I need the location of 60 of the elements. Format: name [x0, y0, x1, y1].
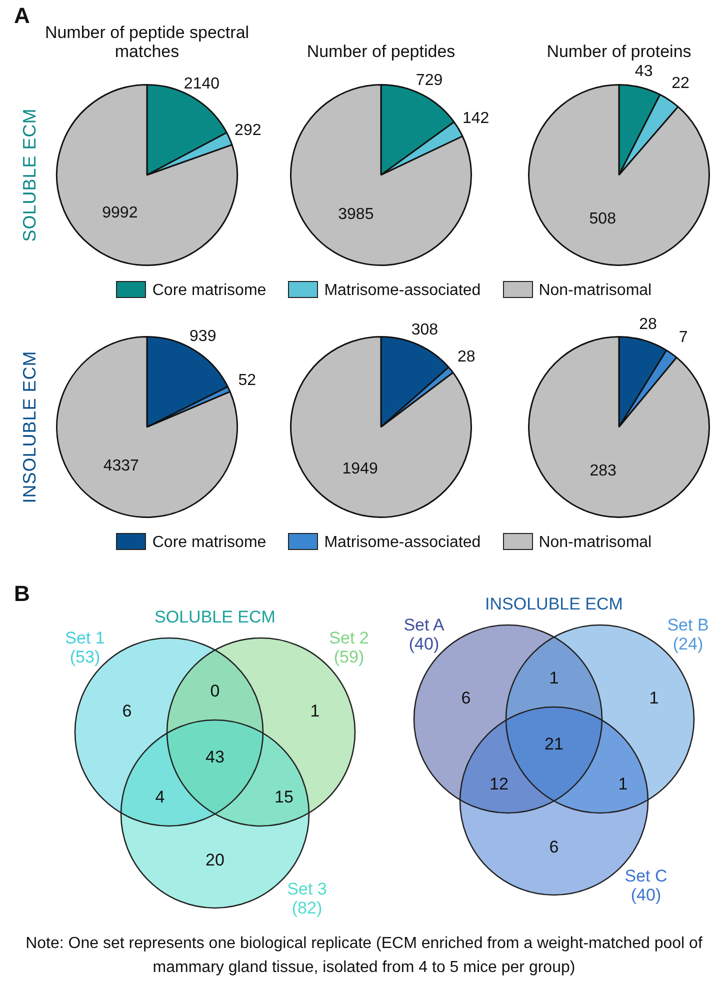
- text: Note: One set represents one biological replicate (ECM enriched from a weight-matched pool of mammary gland tissue, isolated from 4 to 5 mice per group): [24, 934, 704, 978]
- legend-label: Core matrisome: [151, 281, 266, 300]
- category-label: Set B: [667, 616, 709, 635]
- data-label: 7: [678, 328, 688, 346]
- legend-label: Matrisome-associated: [323, 281, 481, 300]
- data-label: 939: [190, 328, 216, 346]
- text: 6: [461, 688, 471, 708]
- chart-title: Number of peptides: [306, 41, 456, 61]
- data-label: (82): [292, 898, 322, 918]
- data-label: 283: [590, 462, 617, 480]
- data-label: (40): [408, 634, 440, 654]
- text: 12: [490, 774, 508, 794]
- text: 20: [206, 850, 224, 870]
- data-label: 1949: [342, 460, 378, 478]
- text: 6: [549, 838, 559, 857]
- data-label: 52: [238, 372, 256, 390]
- text: 15: [274, 788, 294, 807]
- text: 0: [210, 682, 220, 701]
- data-label: (40): [630, 886, 662, 905]
- data-label: (24): [672, 634, 704, 654]
- legend-label: Non-matrisomal: [538, 533, 652, 552]
- text: SOLUBLE ECM: [20, 108, 40, 242]
- category-label: Set C: [624, 866, 668, 886]
- text: SOLUBLE ECM: [154, 608, 276, 627]
- data-label: 28: [639, 316, 658, 334]
- data-label: 4337: [103, 458, 140, 475]
- text: INSOLUBLE ECM: [485, 594, 623, 614]
- text: 1: [649, 688, 659, 708]
- text: 1: [310, 702, 320, 721]
- text: A: [14, 3, 30, 29]
- legend-label: Non-matrisomal: [538, 281, 652, 300]
- category-label: Set 1: [65, 628, 105, 648]
- chart-title: Number of proteins: [546, 41, 692, 61]
- text: B: [14, 581, 30, 607]
- legend-label: Core matrisome: [151, 533, 266, 552]
- category-label: Set 3: [287, 880, 327, 899]
- text: INSOLUBLE ECM: [20, 350, 40, 504]
- text: 1: [549, 668, 559, 688]
- data-label: 22: [672, 74, 690, 92]
- data-label: 292: [234, 122, 262, 139]
- category-label: Set 2: [329, 628, 369, 648]
- text: 6: [122, 702, 132, 721]
- data-label: 28: [457, 348, 476, 366]
- data-label: 3985: [338, 206, 374, 224]
- text: 21: [544, 734, 564, 754]
- text: 43: [206, 748, 224, 767]
- chart-title: Number of peptide spectral matches: [44, 22, 250, 61]
- legend-label: Matrisome-associated: [323, 533, 481, 552]
- text: 1: [618, 774, 628, 794]
- data-label: 43: [634, 63, 653, 80]
- data-label: 308: [411, 322, 438, 339]
- data-label: (53): [70, 648, 100, 667]
- category-label: Set A: [404, 616, 445, 635]
- data-label: 9992: [102, 204, 138, 222]
- data-label: 508: [589, 210, 616, 228]
- data-label: 729: [416, 72, 443, 89]
- data-label: (59): [334, 648, 364, 667]
- text: 4: [155, 788, 165, 807]
- data-label: 2140: [184, 75, 220, 92]
- data-label: 142: [462, 110, 490, 128]
